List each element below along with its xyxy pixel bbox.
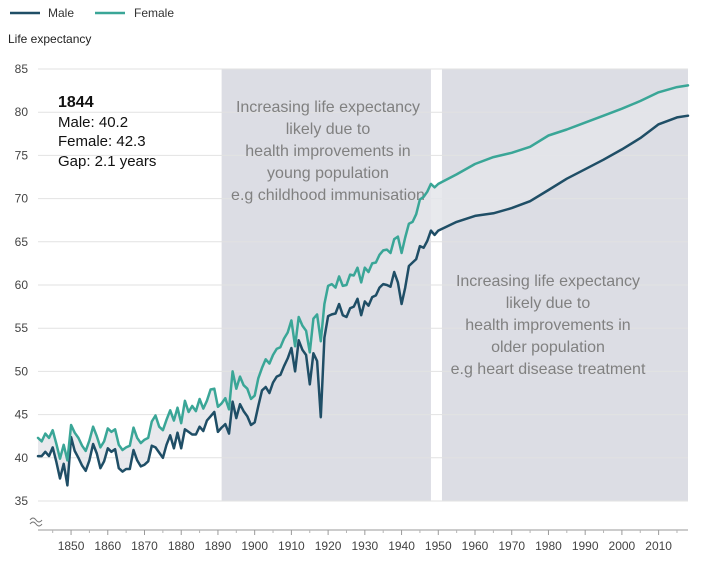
x-tick-label: 1870 xyxy=(131,539,158,553)
x-tick-label: 1890 xyxy=(205,539,232,553)
gridlines: 35 40 45 50 55 60 65 70 75 80 85 xyxy=(15,62,688,508)
annotation-1-line: Increasing life expectancy xyxy=(236,99,420,116)
x-tick-label: 1980 xyxy=(535,539,562,553)
tooltip-female-value: Female: 42.3 xyxy=(58,133,146,150)
annotation-2-line: health improvements in xyxy=(465,317,630,334)
annotations: Increasing life expectancy likely due to h… xyxy=(231,99,646,378)
y-axis-title: Life expectancy xyxy=(8,32,91,46)
x-tick-label: 2010 xyxy=(645,539,672,553)
y-tick-label: 80 xyxy=(15,105,29,119)
annotation-1-line: likely due to xyxy=(286,121,371,138)
series-line-male xyxy=(36,114,690,487)
y-tick-label: 50 xyxy=(15,364,29,378)
y-tick-label: 60 xyxy=(15,278,29,292)
series-line-female xyxy=(36,84,690,462)
annotation-2-line: likely due to xyxy=(506,295,591,312)
x-tick-label: 1940 xyxy=(388,539,415,553)
annotation-1-line: young population xyxy=(267,165,389,182)
annotation-2-line: Increasing life expectancy xyxy=(456,273,640,290)
x-tick-label: 1970 xyxy=(498,539,525,553)
y-tick-label: 45 xyxy=(15,408,29,422)
legend-female-label[interactable]: Female xyxy=(134,6,174,20)
annotation-2-line: older population xyxy=(491,339,605,356)
annotation-2-line: e.g heart disease treatment xyxy=(451,361,646,378)
annotation-1-line: e.g childhood immunisation xyxy=(231,187,425,204)
hover-tooltip: 1844 Male: 40.2 Female: 42.3 Gap: 2.1 ye… xyxy=(58,94,156,170)
y-tick-label: 70 xyxy=(15,192,29,206)
x-tick-label: 1880 xyxy=(168,539,195,553)
tooltip-gap-value: Gap: 2.1 years xyxy=(58,153,156,170)
y-tick-label: 85 xyxy=(15,62,29,76)
tooltip-year: 1844 xyxy=(58,94,94,111)
y-tick-label: 75 xyxy=(15,148,29,162)
y-tick-label: 55 xyxy=(15,321,29,335)
y-tick-label: 65 xyxy=(15,235,29,249)
legend-male-label[interactable]: Male xyxy=(48,6,74,20)
x-tick-label: 1910 xyxy=(278,539,305,553)
gap-area xyxy=(38,85,688,486)
axes: 1850 1860 1870 1880 1890 1900 1910 1920 1930 1940… xyxy=(29,517,688,553)
x-tick-label: 1900 xyxy=(241,539,268,553)
axis-break-icon xyxy=(29,517,43,527)
x-tick-label: 2000 xyxy=(609,539,636,553)
x-tick-label: 1930 xyxy=(351,539,378,553)
x-tick-label: 1920 xyxy=(315,539,342,553)
legend: Male Female xyxy=(10,6,174,20)
x-tick-label: 1860 xyxy=(94,539,121,553)
x-tick-label: 1960 xyxy=(462,539,489,553)
x-tick-label: 1990 xyxy=(572,539,599,553)
series-lines xyxy=(36,84,690,487)
y-tick-label: 35 xyxy=(15,494,29,508)
tooltip-male-value: Male: 40.2 xyxy=(58,114,128,131)
x-tick-label: 1950 xyxy=(425,539,452,553)
y-tick-label: 40 xyxy=(15,451,29,465)
annotation-1-line: health improvements in xyxy=(245,143,410,160)
x-tick-label: 1850 xyxy=(58,539,85,553)
